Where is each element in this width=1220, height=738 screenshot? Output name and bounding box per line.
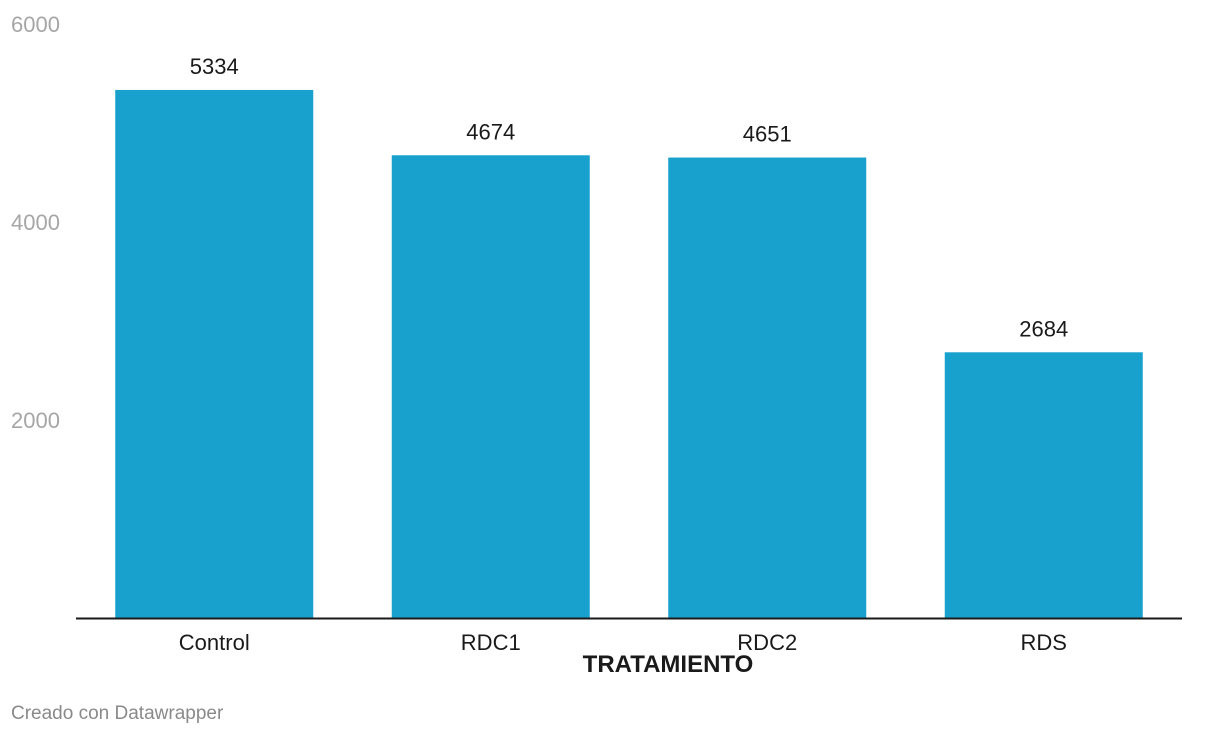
y-tick-label: 6000 xyxy=(11,12,60,37)
x-tick-label: Control xyxy=(179,630,250,655)
value-label: 4651 xyxy=(743,122,792,147)
bar-control xyxy=(115,89,314,618)
bar-rdc1 xyxy=(391,155,590,619)
x-tick-label: RDS xyxy=(1021,630,1067,655)
bars xyxy=(115,89,1143,619)
footer-credit: Creado con Datawrapper xyxy=(11,703,224,724)
value-label: 4674 xyxy=(466,119,515,144)
y-axis-ticks: 2000 4000 6000 xyxy=(11,12,60,433)
bar-rdc2 xyxy=(668,157,867,618)
value-labels: 5334 4674 4651 2684 xyxy=(190,54,1068,341)
value-label: 2684 xyxy=(1019,316,1068,341)
value-label: 5334 xyxy=(190,54,239,79)
x-tick-label: RDC2 xyxy=(737,630,797,655)
bar-rds xyxy=(944,352,1143,618)
x-axis-title: TRATAMIENTO xyxy=(583,651,754,678)
x-tick-label: RDC1 xyxy=(461,630,521,655)
x-axis-ticks: Control RDC1 RDC2 RDS xyxy=(179,630,1067,655)
y-tick-label: 2000 xyxy=(11,408,60,433)
y-tick-label: 4000 xyxy=(11,210,60,235)
